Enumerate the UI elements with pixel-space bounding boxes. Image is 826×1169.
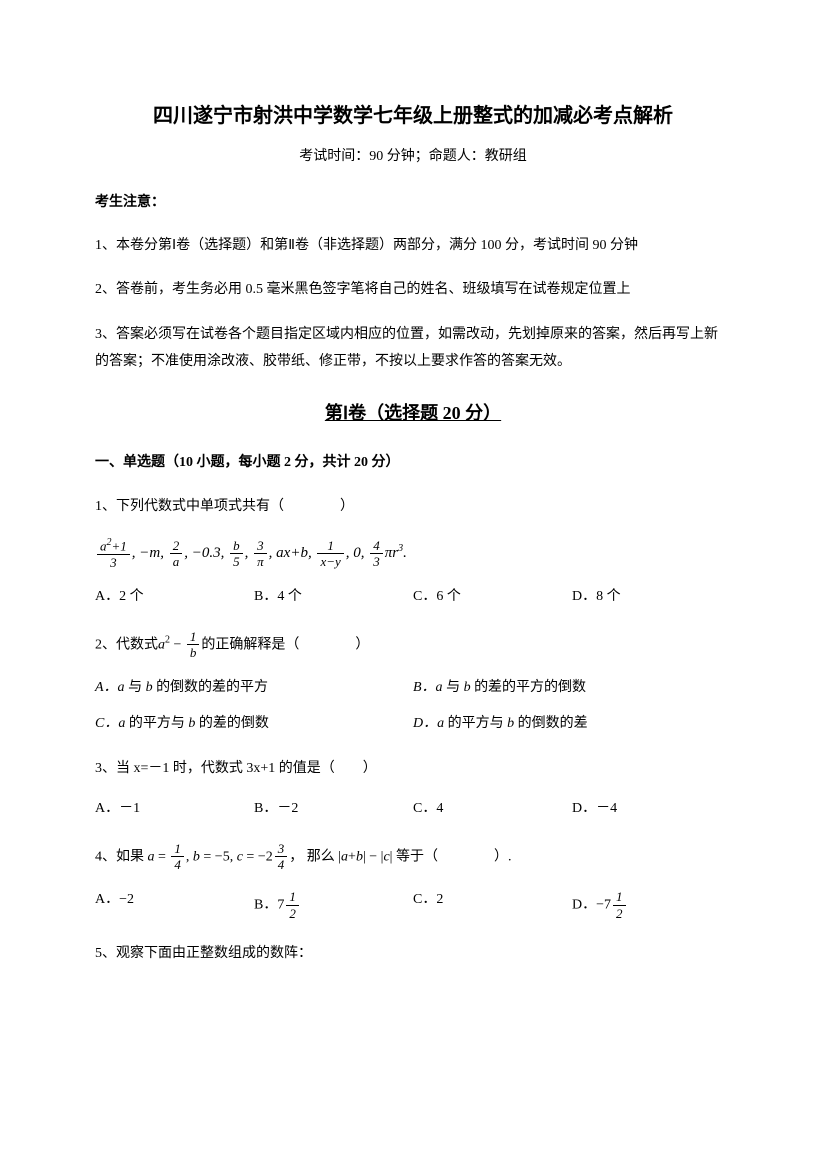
- question-3-text: 3、当 x=－1 时，代数式 3x+1 的值是（ ）: [95, 756, 731, 783]
- option-b: B．4 个: [254, 586, 413, 608]
- option-c: C．6 个: [413, 586, 572, 608]
- option-d: D．8 个: [572, 586, 731, 608]
- option-d: D．a 的平方与 b 的倒数的差: [413, 713, 731, 735]
- option-d: D．－4: [572, 798, 731, 820]
- question-3-options: A．－1 B．－2 C．4 D．－4: [95, 798, 731, 820]
- subsection-header: 一、单选题（10 小题，每小题 2 分，共计 20 分）: [95, 452, 731, 474]
- notice-item: 3、答案必须写在试卷各个题目指定区域内相应的位置，如需改动，先划掉原来的答案，然…: [95, 322, 731, 375]
- document-title: 四川遂宁市射洪中学数学七年级上册整式的加减必考点解析: [95, 100, 731, 132]
- question-4-suffix: 等于（ ）.: [396, 849, 512, 864]
- question-2-suffix: 的正确解释是（ ）: [201, 637, 369, 652]
- question-4-text: 4、如果 a = 14, b = −5, c = −234， 那么 |a+b| …: [95, 841, 731, 873]
- question-2-text: 2、代数式a2 − 1b的正确解释是（ ）: [95, 629, 731, 661]
- question-2-prefix: 2、代数式: [95, 637, 158, 652]
- option-c: C．2: [413, 889, 572, 921]
- option-c: C．a 的平方与 b 的差的倒数: [95, 713, 413, 735]
- question-1-text: 1、下列代数式中单项式共有（ ）: [95, 494, 731, 521]
- question-1-options: A．2 个 B．4 个 C．6 个 D．8 个: [95, 586, 731, 608]
- option-b: B．712: [254, 889, 413, 921]
- option-b: B．－2: [254, 798, 413, 820]
- option-a: A．2 个: [95, 586, 254, 608]
- question-4-options: A．−2 B．712 C．2 D．−712: [95, 889, 731, 921]
- option-b: B．a 与 b 的差的平方的倒数: [413, 677, 731, 699]
- option-c: C．4: [413, 798, 572, 820]
- notice-header: 考生注意：: [95, 192, 731, 214]
- notice-item: 1、本卷分第Ⅰ卷（选择题）和第Ⅱ卷（非选择题）两部分，满分 100 分，考试时间…: [95, 233, 731, 260]
- notice-item: 2、答卷前，考生务必用 0.5 毫米黑色签字笔将自己的姓名、班级填写在试卷规定位…: [95, 277, 731, 304]
- question-5-text: 5、观察下面由正整数组成的数阵：: [95, 941, 731, 968]
- option-d: D．−712: [572, 889, 731, 921]
- option-a: A．−2: [95, 889, 254, 921]
- document-subtitle: 考试时间：90 分钟；命题人：教研组: [95, 146, 731, 168]
- question-4-mid: ， 那么: [289, 849, 335, 864]
- question-4-prefix: 4、如果: [95, 849, 144, 864]
- section-header: 第Ⅰ卷（选择题 20 分）: [95, 399, 731, 428]
- option-a: A．a 与 b 的倒数的差的平方: [95, 677, 413, 699]
- option-a: A．－1: [95, 798, 254, 820]
- question-1-expression: a2+13, −m, 2a, −0.3, b5, 3π, ax+b, 1x−y,…: [95, 537, 731, 571]
- question-2-options-row2: C．a 的平方与 b 的差的倒数 D．a 的平方与 b 的倒数的差: [95, 713, 731, 735]
- question-2-options-row1: A．a 与 b 的倒数的差的平方 B．a 与 b 的差的平方的倒数: [95, 677, 731, 699]
